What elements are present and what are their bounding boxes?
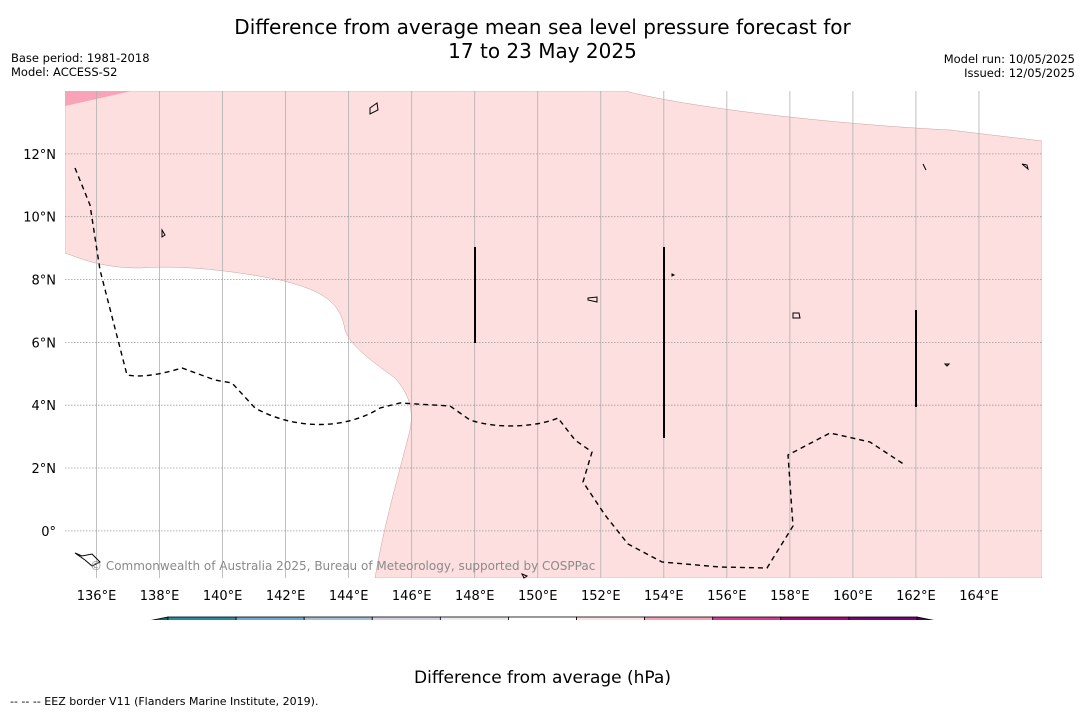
meta-right: Model run: 10/05/2025 Issued: 12/05/2025 — [944, 52, 1075, 80]
lon-tick-label: 160°E — [833, 589, 873, 604]
colorbar-swatch — [303, 616, 373, 620]
colorbar-swatch — [848, 616, 918, 620]
lat-tick-label: 4°N — [32, 399, 57, 414]
colorbar-low-extend — [150, 616, 169, 620]
lon-tick-label: 138°E — [140, 589, 180, 604]
lat-tick-labels: 12°N 10°N 8°N 6°N 4°N 2°N 0° — [23, 148, 56, 540]
lon-tick-label: 162°E — [896, 589, 936, 604]
colorbar-swatch — [576, 616, 646, 620]
colorbar-label: Difference from average (hPa) — [414, 668, 671, 688]
island-outline — [792, 312, 801, 319]
colorbar-swatch — [780, 616, 850, 620]
lon-tick-label: 148°E — [455, 589, 495, 604]
base-period-text: Base period: 1981-2018 — [11, 51, 150, 65]
lat-tick-label: 12°N — [23, 148, 56, 163]
lon-tick-label: 164°E — [959, 589, 999, 604]
lon-tick-label: 144°E — [329, 589, 369, 604]
colorbar: -4-3-2-1.5-1-0.50.511.5234 — [150, 616, 935, 620]
colorbar-swatch — [167, 616, 237, 620]
lon-tick-label: 156°E — [707, 589, 747, 604]
lon-tick-label: 140°E — [203, 589, 243, 604]
island-outlines — [74, 102, 1029, 579]
anomaly-shading — [65, 91, 1042, 578]
lon-tick-label: 150°E — [518, 589, 558, 604]
issued-text: Issued: 12/05/2025 — [964, 66, 1075, 80]
map-title-line1: Difference from average mean sea level p… — [234, 15, 851, 39]
colorbar-high-extend — [916, 616, 935, 620]
island-outline — [671, 273, 676, 277]
copyright-text: © Commonwealth of Australia 2025, Bureau… — [90, 559, 595, 573]
island-outline — [161, 228, 166, 238]
lat-tick-label: 0° — [41, 525, 56, 540]
eez-footnote: -- -- -- EEZ border V11 (Flanders Marine… — [10, 695, 319, 708]
model-run-text: Model run: 10/05/2025 — [943, 52, 1075, 66]
colorbar-swatch — [439, 616, 509, 620]
island-outline — [943, 363, 951, 367]
island-outline — [922, 163, 927, 171]
lat-tick-label: 10°N — [23, 211, 56, 226]
island-outline — [520, 573, 529, 579]
colorbar-swatch — [235, 616, 305, 620]
map-title-line2: 17 to 23 May 2025 — [448, 39, 637, 63]
lat-tick-label: 2°N — [32, 462, 57, 477]
colorbar-swatch — [371, 616, 441, 620]
lat-tick-label: 8°N — [32, 274, 57, 289]
lon-tick-label: 158°E — [770, 589, 810, 604]
model-text: Model: ACCESS-S2 — [11, 65, 118, 79]
meta-left: Base period: 1981-2018 Model: ACCESS-S2 — [11, 51, 150, 79]
colorbar-swatch — [712, 616, 782, 620]
lon-tick-labels: 136°E 138°E 140°E 142°E 144°E 146°E 148°E 150°E… — [77, 589, 999, 604]
island-outline — [74, 552, 101, 567]
lon-tick-label: 154°E — [644, 589, 684, 604]
lat-tick-label: 6°N — [32, 336, 57, 351]
lon-tick-label: 152°E — [581, 589, 621, 604]
pressure-map: 136°E 138°E 140°E 142°E 144°E 146°E 148°E 150°E… — [23, 91, 1042, 620]
lon-tick-label: 146°E — [392, 589, 432, 604]
eez-borders — [74, 167, 906, 569]
colorbar-swatch — [644, 616, 714, 620]
island-outline — [587, 296, 598, 303]
colorbar-swatch — [508, 616, 577, 620]
lon-tick-label: 142°E — [266, 589, 306, 604]
island-chain-lines — [474, 247, 917, 438]
anomaly-shading-high — [65, 91, 132, 106]
island-outline — [369, 102, 379, 115]
eez-border-palau — [74, 167, 906, 569]
lon-tick-label: 136°E — [77, 589, 117, 604]
island-outline — [1021, 163, 1029, 171]
